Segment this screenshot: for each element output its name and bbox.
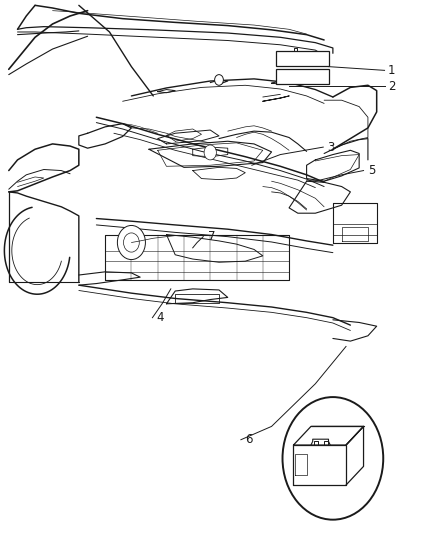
Text: 7: 7 (208, 230, 215, 243)
Text: 5: 5 (368, 164, 375, 177)
Text: 6: 6 (245, 433, 253, 446)
Text: 1: 1 (388, 64, 396, 77)
Circle shape (215, 75, 223, 85)
Text: 3: 3 (328, 141, 335, 154)
Bar (276, 69, 328, 84)
Text: 2: 2 (388, 80, 396, 93)
Circle shape (117, 225, 145, 260)
Text: 4: 4 (157, 311, 164, 324)
Circle shape (124, 233, 139, 252)
Bar (276, 51, 328, 66)
Circle shape (283, 397, 383, 520)
Circle shape (204, 145, 216, 160)
